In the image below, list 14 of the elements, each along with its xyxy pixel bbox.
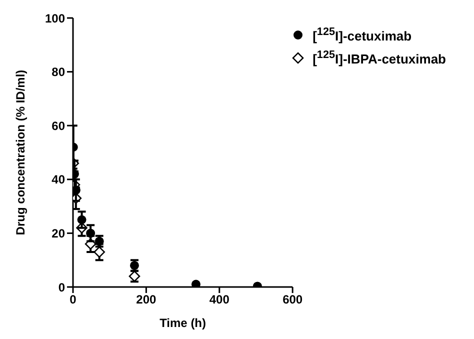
y-tick-label: 20 <box>52 226 66 240</box>
y-tick-label: 0 <box>58 280 66 294</box>
x-tick-label: 600 <box>282 292 303 307</box>
legend-label: [$^{125}$I]-IBPA-cetuximab <box>312 49 446 67</box>
legend-label: [$^{125}$I]-cetuximab <box>312 26 412 44</box>
x-tick-label: 0 <box>70 292 77 307</box>
y-tick-label: 80 <box>52 65 66 80</box>
y-tick-label: 100 <box>44 11 66 26</box>
y-tick-label: 40 <box>52 172 66 187</box>
y-axis-title: Drug concentration (% ID/ml) <box>13 70 28 236</box>
x-tick-label: 200 <box>136 292 157 307</box>
x-axis-title: Time (h) <box>160 316 206 330</box>
x-tick-label: 400 <box>209 292 230 307</box>
y-tick-label: 60 <box>52 118 66 133</box>
